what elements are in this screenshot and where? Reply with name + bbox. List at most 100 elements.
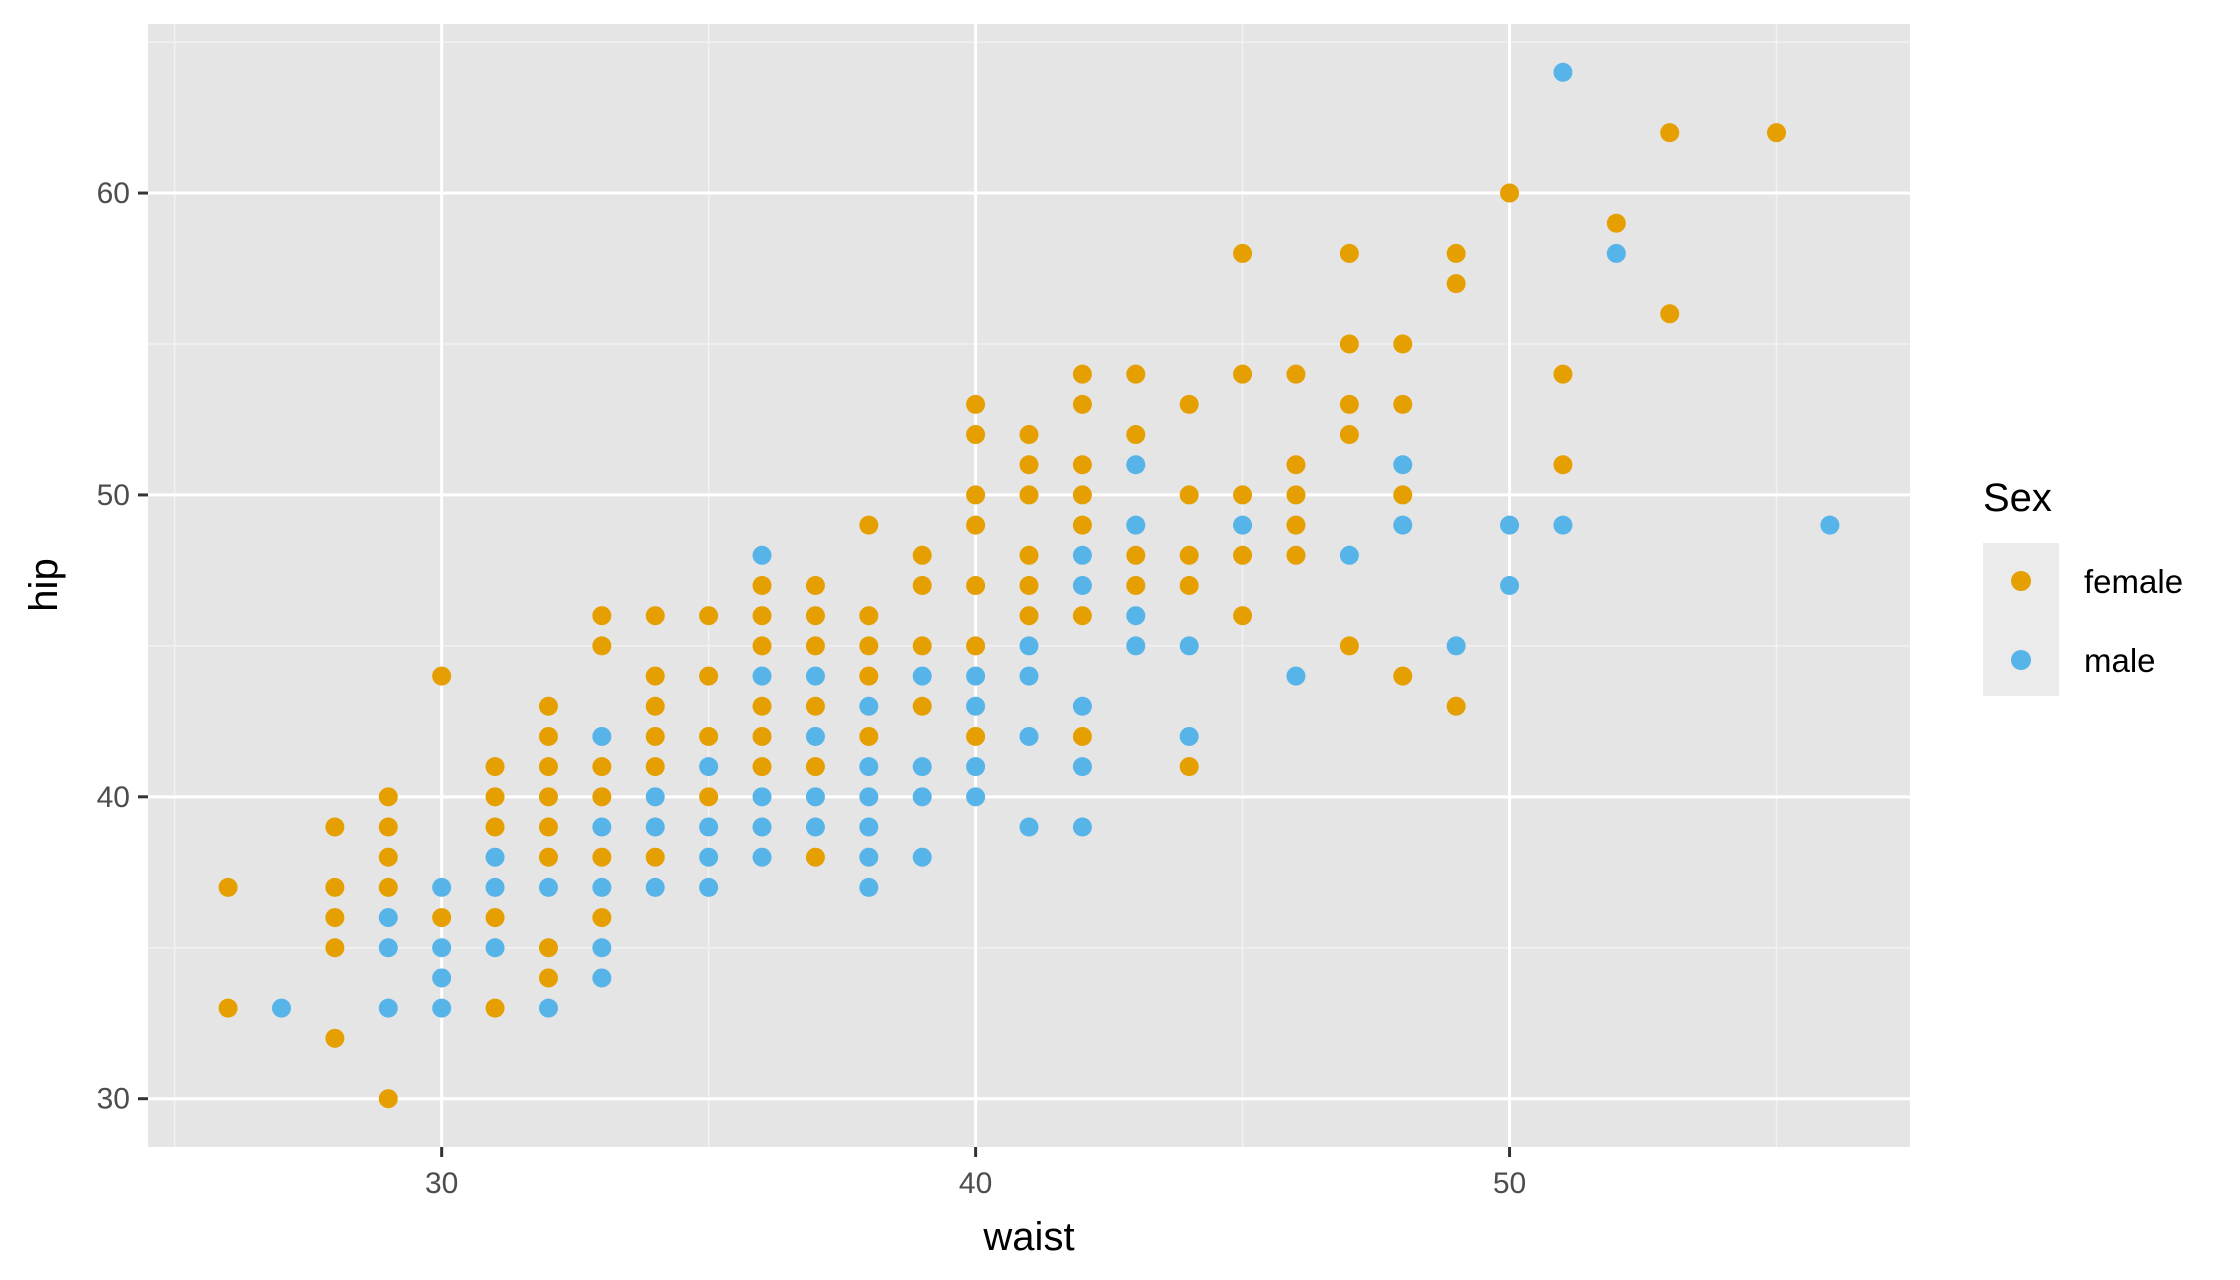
data-point-male bbox=[538, 998, 558, 1018]
data-point-male bbox=[805, 787, 825, 807]
data-point-female bbox=[592, 787, 612, 807]
data-point-female bbox=[538, 817, 558, 837]
data-point-female bbox=[966, 485, 986, 505]
data-point-male bbox=[1072, 576, 1092, 595]
data-point-male bbox=[485, 847, 505, 867]
data-point-female bbox=[966, 515, 986, 535]
data-point-female bbox=[1446, 274, 1466, 294]
data-point-male bbox=[1553, 515, 1573, 535]
data-point-female bbox=[1019, 606, 1039, 626]
data-point-male bbox=[912, 787, 932, 807]
y-tick-label: 60 bbox=[97, 177, 130, 210]
data-point-male bbox=[592, 726, 612, 746]
data-point-female bbox=[752, 636, 772, 656]
data-point-female bbox=[1553, 364, 1573, 384]
data-point-female bbox=[966, 636, 986, 656]
data-point-female bbox=[699, 666, 719, 686]
data-point-male bbox=[859, 847, 879, 867]
data-point-male bbox=[1606, 243, 1626, 263]
data-point-female bbox=[485, 817, 505, 837]
data-point-female bbox=[752, 606, 772, 626]
data-point-male bbox=[1179, 636, 1199, 656]
data-point-male bbox=[699, 817, 719, 837]
x-tick-label: 40 bbox=[959, 1167, 992, 1200]
data-point-male bbox=[805, 726, 825, 746]
data-point-female bbox=[538, 968, 558, 988]
data-point-female bbox=[859, 515, 879, 535]
data-point-female bbox=[699, 606, 719, 626]
y-tick-label: 50 bbox=[97, 479, 130, 512]
x-tick-label: 30 bbox=[425, 1167, 458, 1200]
y-axis: 30 40 50 60 bbox=[97, 177, 148, 1116]
data-point-male bbox=[1179, 726, 1199, 746]
data-point-female bbox=[1019, 425, 1039, 445]
data-point-female bbox=[1233, 364, 1253, 384]
data-point-female bbox=[1393, 334, 1413, 354]
data-point-female bbox=[859, 606, 879, 626]
data-point-female bbox=[805, 757, 825, 777]
data-point-female bbox=[1446, 243, 1466, 263]
data-point-male bbox=[1072, 545, 1092, 565]
data-point-female bbox=[1072, 364, 1092, 384]
data-point-male bbox=[805, 666, 825, 686]
data-point-female bbox=[1126, 364, 1146, 384]
data-point-female bbox=[966, 394, 986, 414]
data-point-female bbox=[538, 757, 558, 777]
data-point-male bbox=[1019, 636, 1039, 656]
data-point-female bbox=[912, 576, 932, 595]
data-point-female bbox=[485, 757, 505, 777]
data-point-male bbox=[1233, 515, 1253, 535]
data-point-female bbox=[752, 696, 772, 716]
data-point-male bbox=[752, 787, 772, 807]
data-point-female bbox=[1179, 576, 1199, 595]
data-point-female bbox=[1072, 455, 1092, 475]
data-point-female bbox=[966, 576, 986, 595]
data-point-female bbox=[1286, 485, 1306, 505]
data-point-male bbox=[805, 817, 825, 837]
legend-label-female: female bbox=[2084, 563, 2183, 600]
data-point-male bbox=[859, 757, 879, 777]
data-point-female bbox=[805, 636, 825, 656]
data-point-male bbox=[699, 757, 719, 777]
legend-label-male: male bbox=[2084, 642, 2156, 679]
data-point-female bbox=[592, 847, 612, 867]
data-point-male bbox=[1286, 666, 1306, 686]
data-point-male bbox=[592, 877, 612, 897]
data-point-female bbox=[325, 1028, 345, 1048]
data-point-female bbox=[1339, 425, 1359, 445]
data-point-male bbox=[966, 757, 986, 777]
data-point-male bbox=[752, 817, 772, 837]
data-point-male bbox=[859, 787, 879, 807]
data-point-female bbox=[1660, 304, 1680, 324]
data-point-female bbox=[378, 787, 398, 807]
data-point-female bbox=[1019, 485, 1039, 505]
data-point-male bbox=[485, 938, 505, 958]
data-point-female bbox=[1126, 576, 1146, 595]
data-point-female bbox=[1339, 394, 1359, 414]
data-point-male bbox=[432, 877, 452, 897]
data-point-male bbox=[1126, 455, 1146, 475]
data-point-female bbox=[1233, 606, 1253, 626]
data-point-male bbox=[1072, 757, 1092, 777]
data-point-male bbox=[912, 847, 932, 867]
data-point-female bbox=[1393, 666, 1413, 686]
x-axis: 30 40 50 bbox=[425, 1147, 1526, 1200]
data-point-male bbox=[485, 877, 505, 897]
data-point-male bbox=[1072, 817, 1092, 837]
x-tick-label: 50 bbox=[1493, 1167, 1526, 1200]
data-point-female bbox=[645, 696, 665, 716]
data-point-male bbox=[271, 998, 291, 1018]
data-point-female bbox=[1126, 425, 1146, 445]
data-point-male bbox=[592, 938, 612, 958]
y-axis-title: hip bbox=[22, 558, 66, 611]
data-point-female bbox=[592, 606, 612, 626]
data-point-male bbox=[912, 666, 932, 686]
data-point-female bbox=[432, 908, 452, 928]
data-point-male bbox=[1500, 576, 1520, 595]
data-point-female bbox=[592, 636, 612, 656]
data-points bbox=[218, 62, 1840, 1109]
data-point-female bbox=[1126, 545, 1146, 565]
data-point-female bbox=[1072, 515, 1092, 535]
data-point-female bbox=[1500, 183, 1520, 203]
data-point-female bbox=[1233, 243, 1253, 263]
